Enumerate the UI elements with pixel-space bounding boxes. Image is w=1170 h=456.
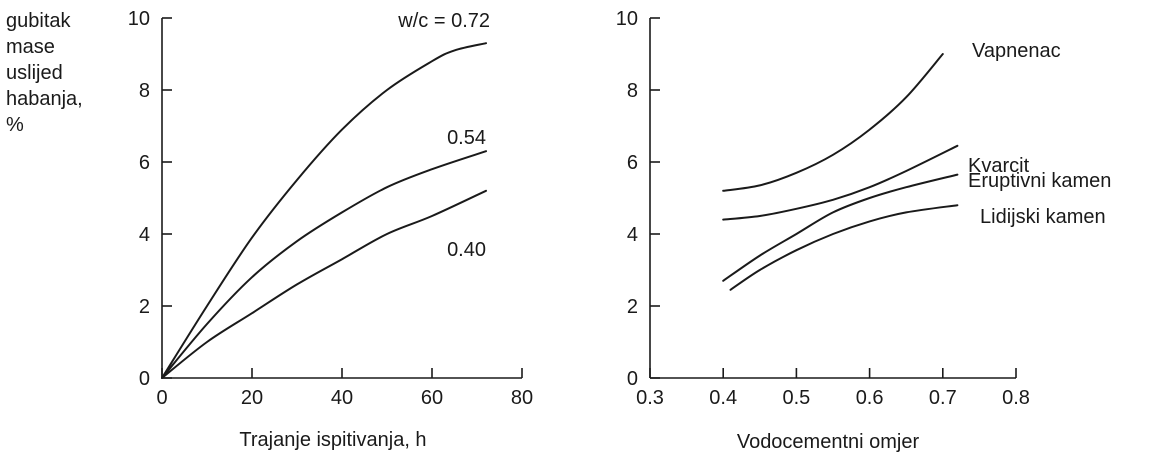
series-line [161,150,487,379]
x-tick-label: 0.4 [709,387,737,409]
series-label: w/c = 0.72 [397,10,490,32]
left-x-axis-title: Trajanje ispitivanja, h [239,429,426,451]
left-y-axis-title: gubitak mase uslijed habanja, % [6,10,83,136]
series-line [722,144,959,221]
y-tick-label: 2 [139,296,150,318]
y-tick-label: 10 [616,8,638,30]
y-axis-title-line: % [6,114,24,136]
x-tick-label: 0.3 [636,387,664,409]
y-tick-label: 8 [627,80,638,102]
y-tick-label: 2 [627,296,638,318]
y-tick-label: 6 [139,152,150,174]
series-line [729,204,959,291]
y-tick-label: 4 [139,224,150,246]
y-tick-label: 8 [139,80,150,102]
series-line [161,42,487,379]
x-tick-label: 0.7 [929,387,957,409]
y-tick-label: 0 [139,368,150,390]
y-axis-title-line: mase [6,36,55,58]
right-x-axis-title: Vodocementni omjer [737,431,920,453]
series-label: Eruptivni kamen [968,170,1111,192]
abrasion-vs-duration-chart: gubitak mase uslijed habanja, % 02468100… [6,8,533,451]
series-label: Lidijski kamen [980,206,1106,228]
x-tick-label: 0.5 [782,387,810,409]
y-axis-title-line: gubitak [6,10,71,32]
series-label: Vapnenac [972,40,1061,62]
series-label: Kvarcit [968,155,1030,177]
abrasion-vs-wc-ratio-chart: 0 2 4 6 8 10 0.3 0.4 0.5 0.6 0.7 0.8 Vapnenac Kvarci… [616,8,1112,453]
x-tick-label: 0.8 [1002,387,1030,409]
series-line [161,189,487,379]
y-tick-label: 10 [128,8,150,30]
series-line [722,53,944,192]
series-label: 0.54 [447,127,486,149]
left-axes: 0 2 4 6 8 10 0 20 40 60 80 [128,8,533,409]
right-axes: 0 2 4 6 8 10 0.3 0.4 0.5 0.6 0.7 0.8 [616,8,1030,409]
x-tick-label: 60 [421,387,443,409]
y-tick-label: 0 [627,368,638,390]
x-tick-label: 20 [241,387,263,409]
y-tick-label: 4 [627,224,638,246]
x-tick-label: 40 [331,387,353,409]
x-tick-label: 80 [511,387,533,409]
y-axis-title-line: uslijed [6,62,63,84]
x-tick-label: 0.6 [856,387,884,409]
series-label: 0.40 [447,239,486,261]
left-series-group: w/c = 0.72 0.54 0.40 [161,10,490,379]
x-tick-label: 0 [156,387,167,409]
y-tick-label: 6 [627,152,638,174]
y-axis-title-line: habanja, [6,88,83,110]
series-line [722,173,959,282]
